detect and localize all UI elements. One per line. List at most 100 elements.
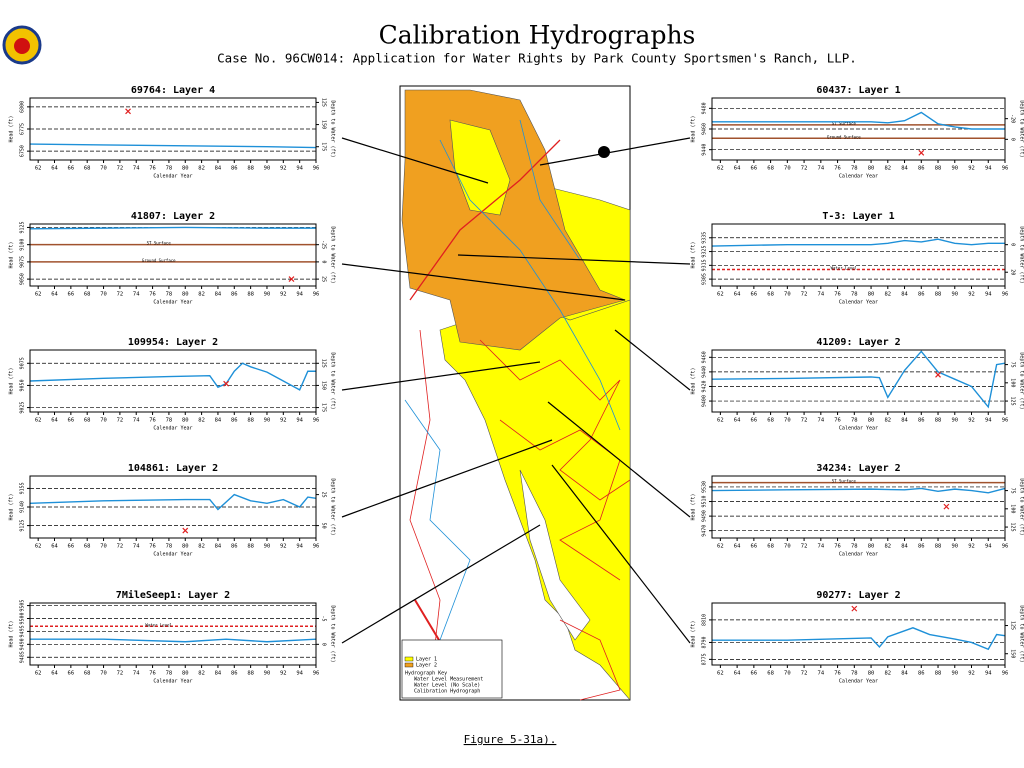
- x-tick-label: 86: [918, 544, 925, 550]
- hydrograph-line: [711, 238, 1005, 247]
- measurement: [125, 108, 131, 115]
- x-axis-label: Calendar Year: [839, 552, 878, 558]
- x-tick-label: 74: [133, 292, 140, 298]
- x-tick-label: 84: [901, 544, 908, 550]
- plot-frame: [711, 223, 1006, 287]
- y2-tick-label: 175: [321, 142, 327, 151]
- legend-label: Water Level Measurement: [414, 677, 483, 683]
- x-tick-label: 86: [231, 292, 238, 298]
- x-tick-label: 74: [818, 671, 825, 677]
- x-tick-label: 84: [215, 292, 222, 298]
- x-tick-label: 90: [951, 544, 958, 550]
- x-tick-label: 88: [247, 671, 254, 677]
- x-tick-label: 66: [751, 166, 758, 172]
- y2-tick-label: 175: [321, 403, 327, 412]
- x-tick-label: 82: [884, 544, 891, 550]
- y2-tick-label: 125: [321, 98, 327, 107]
- measurement: [223, 380, 230, 387]
- hydrograph: 109954: Layer 2 9025 9050 9075 125 150 175 62 64…: [9, 337, 336, 432]
- chart-title: 104861: Layer 2: [128, 463, 218, 474]
- x-axis-label: Calendar Year: [839, 679, 878, 685]
- x-tick-label: 82: [884, 418, 891, 424]
- x-tick-label: 78: [166, 292, 173, 298]
- x-axis-label: Calendar Year: [153, 426, 192, 432]
- chart-title: 60437: Layer 1: [816, 85, 900, 96]
- leader-lines: [341, 137, 691, 644]
- x-tick-label: 72: [801, 166, 808, 172]
- x-tick-label: 92: [968, 544, 975, 550]
- x-tick-label: 68: [84, 292, 91, 298]
- hydrograph: 69764: Layer 4 6750 6775 6800 125 150 175 62 64 6…: [9, 85, 336, 180]
- x-tick-label: 66: [68, 292, 75, 298]
- x-tick-label: 88: [935, 166, 942, 172]
- x-tick-label: 86: [231, 544, 238, 550]
- y2-tick-label: 150: [1010, 649, 1016, 658]
- x-tick-label: 78: [851, 544, 858, 550]
- x-tick-label: 92: [280, 166, 287, 172]
- x-tick-label: 72: [117, 418, 124, 424]
- y-tick-label: 8790: [702, 636, 708, 648]
- legend-label: Layer 1: [416, 657, 437, 663]
- y2-tick-label: 50: [321, 523, 327, 529]
- x-tick-label: 62: [35, 418, 42, 424]
- y2-axis-label: Depth to Water (ft): [330, 605, 336, 662]
- x-tick-label: 64: [734, 418, 741, 424]
- x-tick-label: 96: [313, 671, 320, 677]
- x-tick-label: 64: [734, 166, 741, 172]
- y-tick-label: 9530: [702, 481, 708, 493]
- y2-tick-label: -25: [321, 240, 327, 249]
- legend-label: Layer 2: [416, 663, 437, 669]
- y2-tick-label: 25: [321, 276, 327, 282]
- y-tick-label: 9025: [20, 402, 26, 414]
- y2-axis-label: Depth to Water (ft): [330, 100, 336, 157]
- x-tick-label: 70: [784, 292, 791, 298]
- hydrograph-line: [29, 226, 316, 230]
- y2-tick-label: 125: [1010, 523, 1016, 532]
- y-tick-label: 9490: [20, 638, 26, 650]
- x-tick-label: 66: [751, 544, 758, 550]
- measurement: [288, 276, 295, 283]
- y-tick-label: 8810: [702, 614, 708, 626]
- chart-title: 41209: Layer 2: [816, 337, 900, 348]
- x-tick-label: 78: [851, 671, 858, 677]
- plot-frame: [29, 475, 317, 539]
- x-tick-label: 82: [198, 671, 205, 677]
- y2-axis-label: Depth to Water (ft): [1019, 226, 1024, 283]
- x-tick-label: 96: [1002, 166, 1009, 172]
- x-tick-label: 86: [918, 671, 925, 677]
- x-tick-label: 96: [1002, 418, 1009, 424]
- y2-tick-label: 125: [321, 359, 327, 368]
- y-tick-label: 9325: [702, 246, 708, 258]
- reference-label: Water Level: [831, 265, 858, 270]
- x-tick-label: 72: [117, 544, 124, 550]
- y2-tick-label: -5: [321, 615, 327, 621]
- x-tick-label: 84: [901, 166, 908, 172]
- measurement: [943, 503, 950, 510]
- measurement: [935, 371, 941, 378]
- reference-label: Ground Surface: [142, 258, 176, 263]
- y-tick-label: 6775: [20, 123, 26, 135]
- x-tick-label: 82: [198, 292, 205, 298]
- x-tick-label: 70: [784, 544, 791, 550]
- x-tick-label: 80: [182, 166, 189, 172]
- y-axis-label: Head (ft): [9, 493, 15, 520]
- x-tick-label: 68: [767, 292, 774, 298]
- hydrograph-line: [711, 350, 1006, 409]
- y-tick-label: 9480: [702, 102, 708, 114]
- chart-title: T-3: Layer 1: [822, 211, 894, 222]
- x-tick-label: 80: [182, 418, 189, 424]
- x-tick-label: 86: [918, 292, 925, 298]
- x-tick-label: 84: [215, 166, 222, 172]
- plot-frame: [29, 602, 317, 666]
- map: Layer 1 Layer 2 Hydrograph Key Water Lev…: [399, 85, 631, 701]
- x-tick-label: 72: [801, 544, 808, 550]
- x-tick-label: 78: [851, 166, 858, 172]
- y2-tick-label: 0: [1010, 138, 1016, 141]
- x-tick-label: 62: [717, 671, 724, 677]
- x-tick-label: 94: [985, 544, 992, 550]
- x-tick-label: 72: [801, 418, 808, 424]
- y-tick-label: 9490: [702, 510, 708, 522]
- x-tick-label: 76: [149, 671, 156, 677]
- x-axis-label: Calendar Year: [839, 300, 878, 306]
